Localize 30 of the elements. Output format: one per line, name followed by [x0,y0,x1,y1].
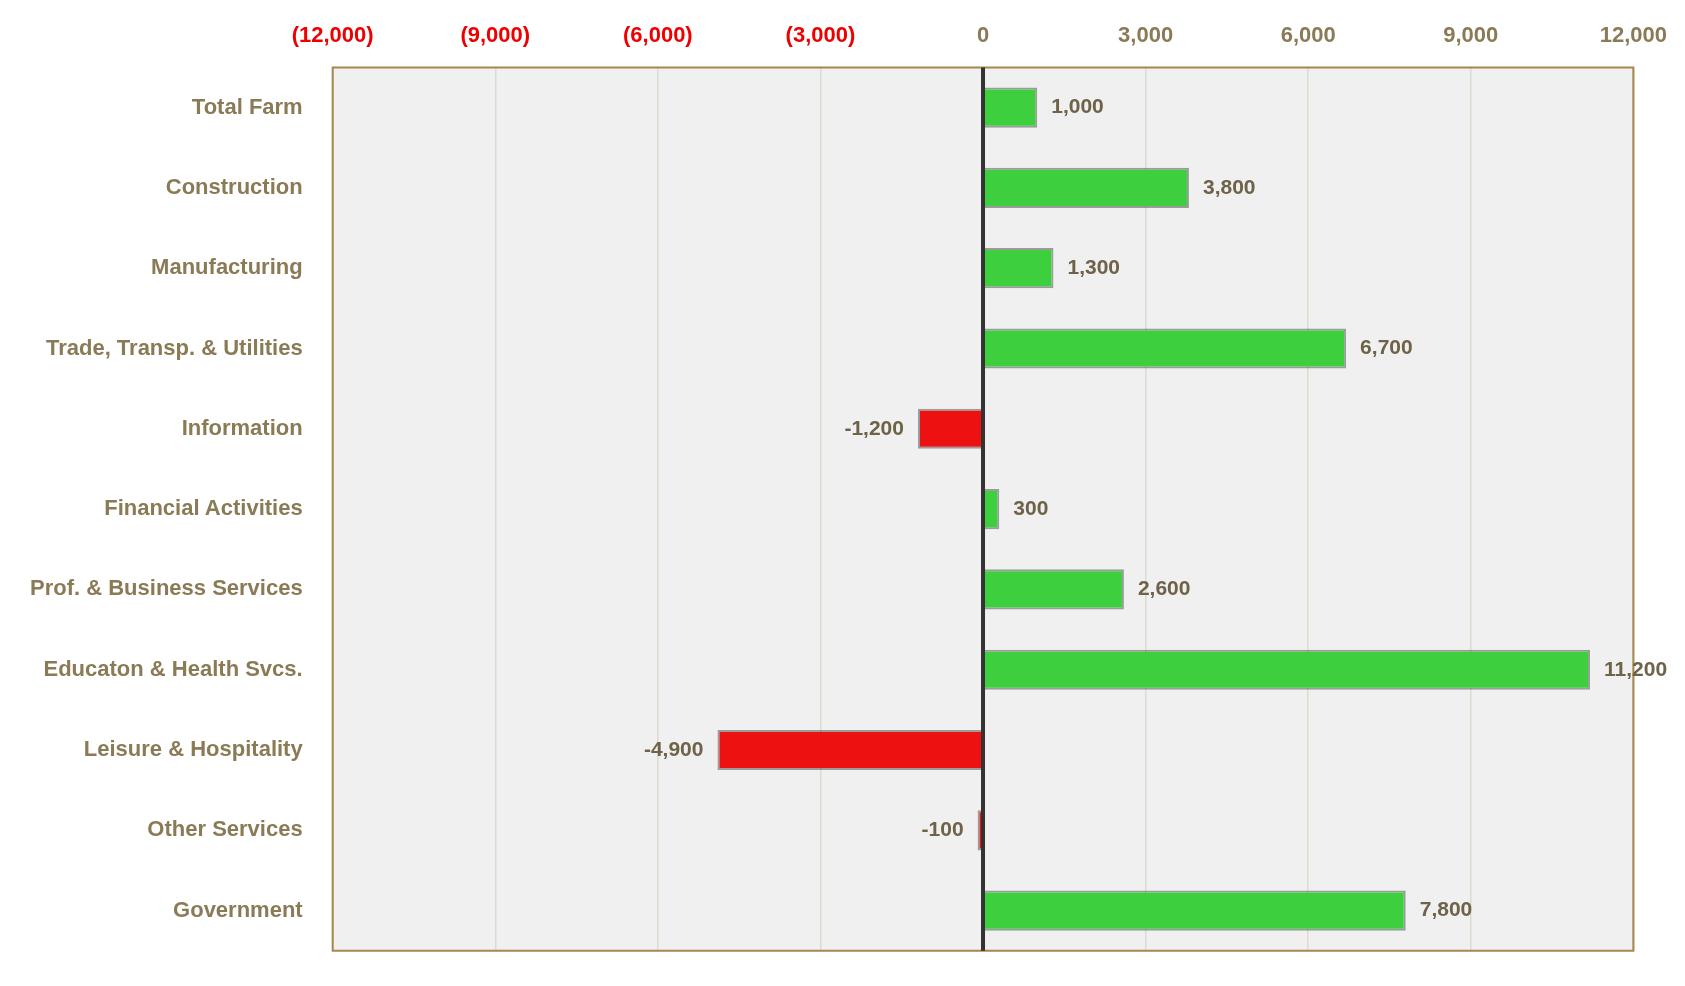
data-label: 300 [1013,495,1049,519]
data-label: 6,700 [1360,335,1413,359]
y-tick-label: Leisure & Hospitality [83,736,304,762]
data-label: -100 [921,817,964,841]
y-tick-label: Information [181,414,303,440]
x-tick-label: 0 [976,22,990,48]
data-label: -1,200 [844,415,904,439]
data-label: 3,800 [1202,174,1256,198]
x-tick-label: 9,000 [1443,22,1499,48]
y-tick-label: Total Farm [191,93,303,119]
data-label: 1,300 [1067,254,1121,278]
x-tick-label: 12,000 [1599,22,1667,48]
x-tick-label: 6,000 [1280,22,1336,48]
data-label: 1,000 [1051,94,1104,118]
y-tick-label: Financial Activities [104,495,303,521]
x-tick-label: 3,000 [1118,22,1174,48]
y-tick-label: Government [173,896,304,922]
x-tick-label: (9,000) [460,22,531,48]
y-tick-label: Other Services [147,816,303,842]
x-tick-label: (6,000) [622,22,693,48]
x-tick-label: (12,000) [291,22,374,48]
y-tick-label: Prof. & Business Services [29,575,303,601]
data-label: -4,900 [643,736,704,760]
y-tick-label: Trade, Transp. & Utilities [45,334,303,360]
y-tick-label: Construction [165,173,303,199]
data-label: 2,600 [1137,576,1191,600]
data-label: 7,800 [1419,897,1473,921]
y-tick-label: Manufacturing [151,254,303,280]
x-tick-label: (3,000) [785,22,856,48]
y-tick-label: Educaton & Health Svcs. [43,655,303,681]
